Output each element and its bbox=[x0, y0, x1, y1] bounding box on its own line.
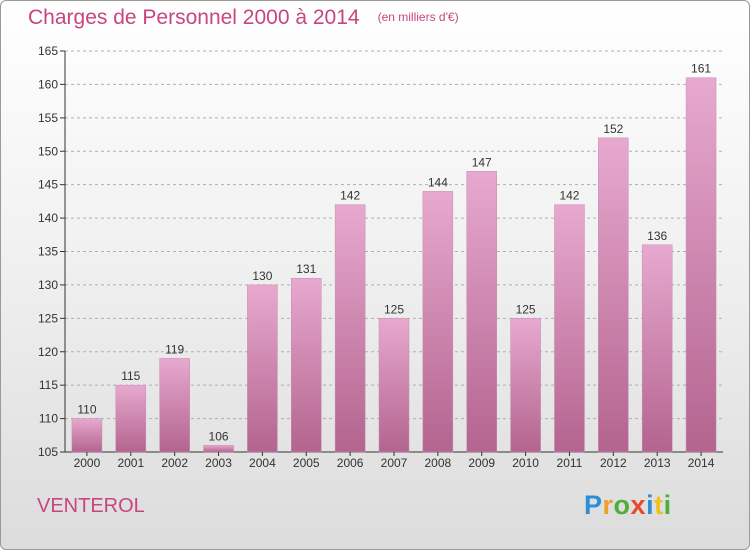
bar-value-label: 136 bbox=[647, 229, 667, 243]
logo-letter: x bbox=[630, 490, 647, 520]
x-tick-label: 2006 bbox=[337, 456, 364, 470]
x-tick-label: 2003 bbox=[205, 456, 232, 470]
bar bbox=[159, 358, 190, 453]
bar bbox=[378, 318, 410, 453]
x-tick-label: 2000 bbox=[74, 456, 101, 470]
bar-value-label: 130 bbox=[252, 269, 272, 283]
y-tick-label: 140 bbox=[38, 211, 58, 225]
x-tick-label: 2002 bbox=[161, 456, 188, 470]
bar-value-label: 147 bbox=[472, 155, 492, 169]
y-tick-label: 165 bbox=[38, 44, 58, 58]
x-tick-label: 2004 bbox=[249, 456, 276, 470]
x-tick-label: 2008 bbox=[425, 456, 452, 470]
logo-letter: t bbox=[654, 490, 664, 520]
y-tick-label: 160 bbox=[38, 77, 58, 91]
y-tick-label: 125 bbox=[38, 311, 58, 325]
bar-value-label: 106 bbox=[209, 429, 229, 443]
bar bbox=[510, 318, 541, 453]
y-tick-label: 130 bbox=[38, 278, 58, 292]
bar bbox=[641, 244, 673, 453]
bar-value-label: 115 bbox=[121, 369, 140, 383]
x-tick-label: 2011 bbox=[557, 456, 583, 470]
chart-title: Charges de Personnel 2000 à 2014 (en mill… bbox=[28, 6, 459, 30]
bar bbox=[422, 191, 454, 453]
x-tick-label: 2007 bbox=[381, 456, 408, 470]
bar bbox=[554, 204, 585, 453]
x-tick-label: 2014 bbox=[688, 456, 715, 470]
bar-value-label: 125 bbox=[384, 302, 404, 316]
bar-value-label: 131 bbox=[296, 262, 316, 276]
bar bbox=[334, 204, 366, 453]
y-tick-label: 110 bbox=[39, 412, 58, 426]
x-tick-label: 2013 bbox=[644, 456, 671, 470]
logo-letter: r bbox=[602, 490, 614, 520]
bar bbox=[466, 171, 497, 453]
x-tick-label: 2010 bbox=[512, 456, 539, 470]
x-tick-label: 2012 bbox=[600, 456, 627, 470]
bar-value-label: 119 bbox=[165, 342, 184, 356]
title-text: Charges de Personnel 2000 à 2014 bbox=[28, 6, 360, 29]
x-tick-label: 2005 bbox=[293, 456, 320, 470]
logo-letter: i bbox=[663, 490, 672, 520]
bar bbox=[685, 77, 717, 453]
logo-letter: P bbox=[584, 490, 603, 520]
y-tick-label: 145 bbox=[38, 178, 58, 192]
bar bbox=[203, 445, 234, 453]
y-tick-label: 135 bbox=[38, 245, 58, 259]
commune-name: VENTEROL bbox=[37, 495, 145, 517]
units-label: (en milliers d'€) bbox=[377, 10, 459, 24]
bar-value-label: 142 bbox=[559, 189, 579, 203]
bar-value-label: 144 bbox=[428, 175, 448, 189]
bar-value-label: 110 bbox=[77, 403, 96, 417]
bar-value-label: 142 bbox=[340, 189, 360, 203]
bar-value-label: 152 bbox=[603, 122, 623, 136]
y-tick-label: 115 bbox=[39, 378, 58, 392]
bar bbox=[291, 277, 322, 453]
bar bbox=[115, 384, 147, 453]
bar bbox=[71, 418, 103, 453]
x-tick-label: 2009 bbox=[468, 456, 495, 470]
bar-value-label: 161 bbox=[691, 62, 711, 76]
y-tick-label: 155 bbox=[38, 111, 58, 125]
x-tick-label: 2001 bbox=[117, 456, 144, 470]
y-tick-label: 120 bbox=[38, 345, 58, 359]
logo-letter: i bbox=[646, 490, 655, 520]
bar bbox=[598, 137, 629, 453]
bar bbox=[247, 284, 278, 453]
y-tick-label: 105 bbox=[38, 445, 58, 459]
proxiti-logo[interactable]: Proxiti bbox=[584, 490, 672, 521]
logo-letter: o bbox=[613, 490, 631, 520]
y-tick-label: 150 bbox=[38, 144, 58, 158]
bar-value-label: 125 bbox=[516, 302, 536, 316]
